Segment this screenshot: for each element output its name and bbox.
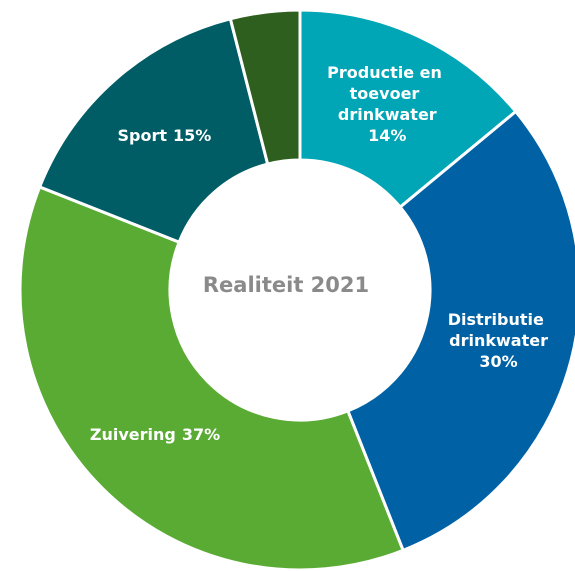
segment-label: Zuivering 37% — [90, 424, 220, 443]
value-label: 14% — [368, 126, 406, 145]
segment-label: Distributie drinkwater 30% — [448, 309, 550, 370]
category-label: Sport — [118, 126, 168, 145]
center-title: Realiteit 2021 — [203, 273, 369, 297]
label-line: Sport — [118, 126, 168, 145]
value-label: 30% — [479, 351, 517, 370]
donut-segment — [228, 8, 302, 166]
category-label: Zuivering — [90, 424, 176, 443]
donut-segment — [298, 8, 518, 210]
label-line: Productie en — [327, 63, 447, 82]
segment-label: Productie en toevoer drinkwater 14% — [327, 63, 447, 145]
category-label: Productie en toevoer drinkwater — [327, 63, 447, 124]
donut-segment — [18, 184, 406, 571]
value-label: 37% — [182, 424, 220, 443]
label-line: Distributie — [448, 309, 550, 328]
value-label: 15% — [173, 126, 211, 145]
label-line: drinkwater — [449, 330, 548, 349]
label-line: Zuivering — [90, 424, 176, 443]
label-line: toevoer — [350, 84, 425, 103]
donut-segment — [345, 109, 575, 553]
category-label: Distributie drinkwater — [448, 309, 550, 349]
donut-segment — [37, 16, 270, 245]
label-line: drinkwater — [338, 105, 437, 124]
segment-label: Sport 15% — [118, 126, 212, 145]
